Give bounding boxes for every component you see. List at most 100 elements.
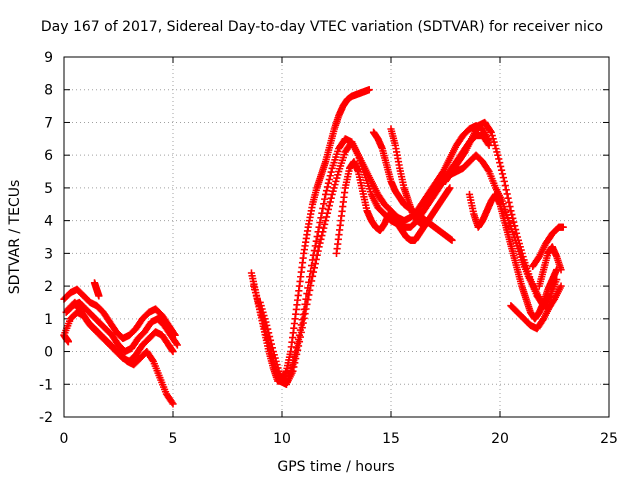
data-point [270, 351, 278, 359]
chart-title: Day 167 of 2017, Sidereal Day-to-day VTE… [41, 19, 603, 35]
data-point [328, 190, 336, 199]
data-point [274, 364, 282, 372]
data-point [311, 242, 319, 250]
x-tick-label: 10 [273, 431, 291, 447]
data-point [516, 243, 524, 251]
data-point [292, 354, 300, 363]
data-point [492, 145, 500, 153]
data-point [331, 181, 339, 189]
x-tick-label: 20 [491, 431, 509, 447]
data-point [306, 286, 314, 294]
y-tick-label: 1 [44, 312, 53, 328]
data-point [305, 291, 313, 299]
data-point [508, 210, 516, 219]
data-point [289, 367, 297, 375]
data-point [546, 302, 554, 310]
y-tick-label: 0 [44, 345, 53, 361]
data-point [310, 264, 318, 272]
data-point [307, 277, 316, 285]
data-point [172, 339, 181, 348]
x-tick-label: 15 [382, 431, 400, 447]
data-point [497, 162, 505, 171]
data-point [296, 333, 304, 341]
data-point [312, 255, 320, 264]
data-point [322, 190, 330, 199]
data-point [264, 325, 272, 333]
data-point [322, 217, 330, 225]
x-tick-label: 25 [600, 431, 618, 447]
data-point [501, 181, 509, 190]
data-point [267, 340, 276, 348]
data-point [321, 195, 329, 203]
data-point [173, 341, 181, 349]
data-point [268, 344, 276, 352]
data-point [512, 229, 521, 237]
data-point [261, 315, 269, 323]
data-point [327, 168, 335, 176]
data-point [499, 174, 508, 182]
data-point [503, 190, 511, 198]
y-tick-label: -1 [39, 377, 53, 393]
data-point [330, 184, 338, 192]
y-tick-label: 2 [44, 279, 53, 295]
data-point [297, 328, 305, 336]
axis-ticks: 0 5 10 15 20 25 -2 -1 0 1 2 3 4 5 6 7 8 9 [39, 50, 618, 447]
data-point [273, 361, 281, 369]
data-point [333, 174, 341, 182]
data-point [316, 239, 324, 247]
data-point [323, 183, 332, 191]
data-point [265, 332, 274, 341]
data-point [511, 225, 520, 234]
data-point [294, 342, 303, 350]
data-point [303, 300, 311, 308]
data-point [493, 148, 501, 156]
data-point [256, 298, 264, 307]
data-point [309, 268, 318, 276]
data-point [329, 187, 337, 195]
data-point [293, 350, 301, 358]
data-point [315, 223, 323, 231]
data-point [518, 249, 526, 257]
data-point [317, 235, 325, 243]
data-point [513, 233, 522, 241]
data-point [269, 347, 277, 356]
data-point [301, 310, 309, 318]
x-tick-label: 5 [169, 431, 178, 447]
data-point [327, 194, 335, 202]
data-point [507, 207, 515, 215]
data-point [332, 177, 340, 185]
data-point [488, 131, 496, 140]
data-point [494, 151, 502, 159]
data-point [326, 172, 334, 180]
data-point [515, 239, 523, 248]
y-tick-label: 8 [44, 83, 53, 99]
data-point [313, 232, 321, 241]
data-point [317, 214, 325, 222]
data-point [497, 166, 506, 174]
data-point [318, 231, 326, 240]
data-point [490, 138, 498, 146]
y-tick-label: 4 [44, 214, 53, 230]
data-point [250, 285, 259, 293]
data-point [290, 363, 298, 371]
data-point [325, 175, 333, 184]
data-point [324, 179, 333, 187]
data-point [510, 218, 518, 226]
data-point [304, 296, 312, 304]
data-point [417, 220, 426, 228]
data-point [275, 367, 283, 375]
data-point [324, 205, 333, 214]
data-point [491, 141, 499, 149]
data-point [519, 253, 527, 261]
data-point [486, 127, 494, 135]
data-point [168, 398, 176, 407]
data-point [313, 251, 321, 259]
data-point [506, 203, 514, 211]
data-point [448, 236, 456, 244]
data-point [504, 194, 512, 202]
data-point [293, 346, 302, 354]
y-tick-label: 3 [44, 246, 53, 262]
data-point [169, 400, 177, 408]
data-point [321, 220, 329, 228]
data-point [263, 321, 271, 329]
